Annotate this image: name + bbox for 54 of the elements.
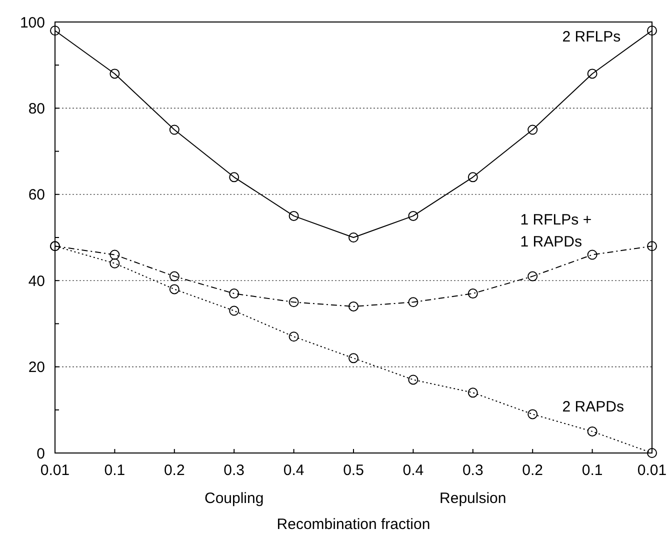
point: [528, 409, 538, 420]
y-tick-label: 80: [28, 100, 45, 118]
x-tick-label: 0.3: [224, 462, 245, 479]
series-label: 2 RAPDs: [562, 398, 624, 416]
point: [348, 353, 358, 364]
point: [408, 374, 418, 385]
series-label: 1 RFLPs + 1 RAPDs: [520, 212, 592, 251]
point: [169, 124, 180, 135]
point: [647, 26, 657, 36]
point: [528, 124, 538, 135]
x-tick-label: 0.2: [522, 462, 544, 479]
point: [169, 284, 180, 294]
x-tick-label: 0.01: [637, 462, 667, 479]
x-axis-title: Recombination fraction: [276, 516, 430, 533]
point: [587, 426, 598, 436]
x-tick-label: 0.5: [343, 462, 364, 479]
y-tick-label: 100: [20, 14, 45, 32]
x-tick-label: 0.3: [462, 462, 484, 479]
point: [288, 210, 299, 221]
point: [587, 250, 598, 260]
point: [468, 172, 478, 182]
point: [408, 210, 418, 221]
point: [110, 250, 120, 260]
point: [647, 241, 657, 252]
text: Repulsion: [440, 490, 506, 507]
point: [229, 306, 240, 316]
y-tick-label: 60: [28, 186, 45, 204]
point: [229, 288, 240, 299]
x-tick-label: 0.4: [402, 462, 424, 479]
x-tick-label: 0.2: [164, 462, 185, 479]
x-tick-label: 0.1: [582, 462, 603, 479]
point: [50, 26, 60, 36]
point: [468, 288, 478, 299]
y-tick-label: 20: [28, 359, 45, 376]
text: Coupling: [204, 490, 264, 507]
point: [647, 448, 657, 458]
y-tick-label: 40: [28, 272, 45, 290]
x-tick-label: 0.1: [104, 462, 126, 479]
point: [288, 332, 299, 342]
point: [110, 68, 120, 79]
point: [468, 388, 478, 398]
x-tick-label: 0.4: [283, 462, 304, 479]
point: [528, 271, 538, 282]
point: [229, 172, 240, 182]
point: [348, 301, 358, 312]
point: [288, 297, 299, 308]
x-tick-label: 0.01: [40, 462, 70, 479]
point: [169, 271, 180, 282]
point: [587, 68, 598, 79]
y-tick-label: 0: [36, 445, 45, 462]
series-label: 2 RFLPs: [562, 28, 621, 46]
point: [110, 258, 120, 268]
point: [408, 297, 418, 308]
point: [348, 232, 358, 242]
